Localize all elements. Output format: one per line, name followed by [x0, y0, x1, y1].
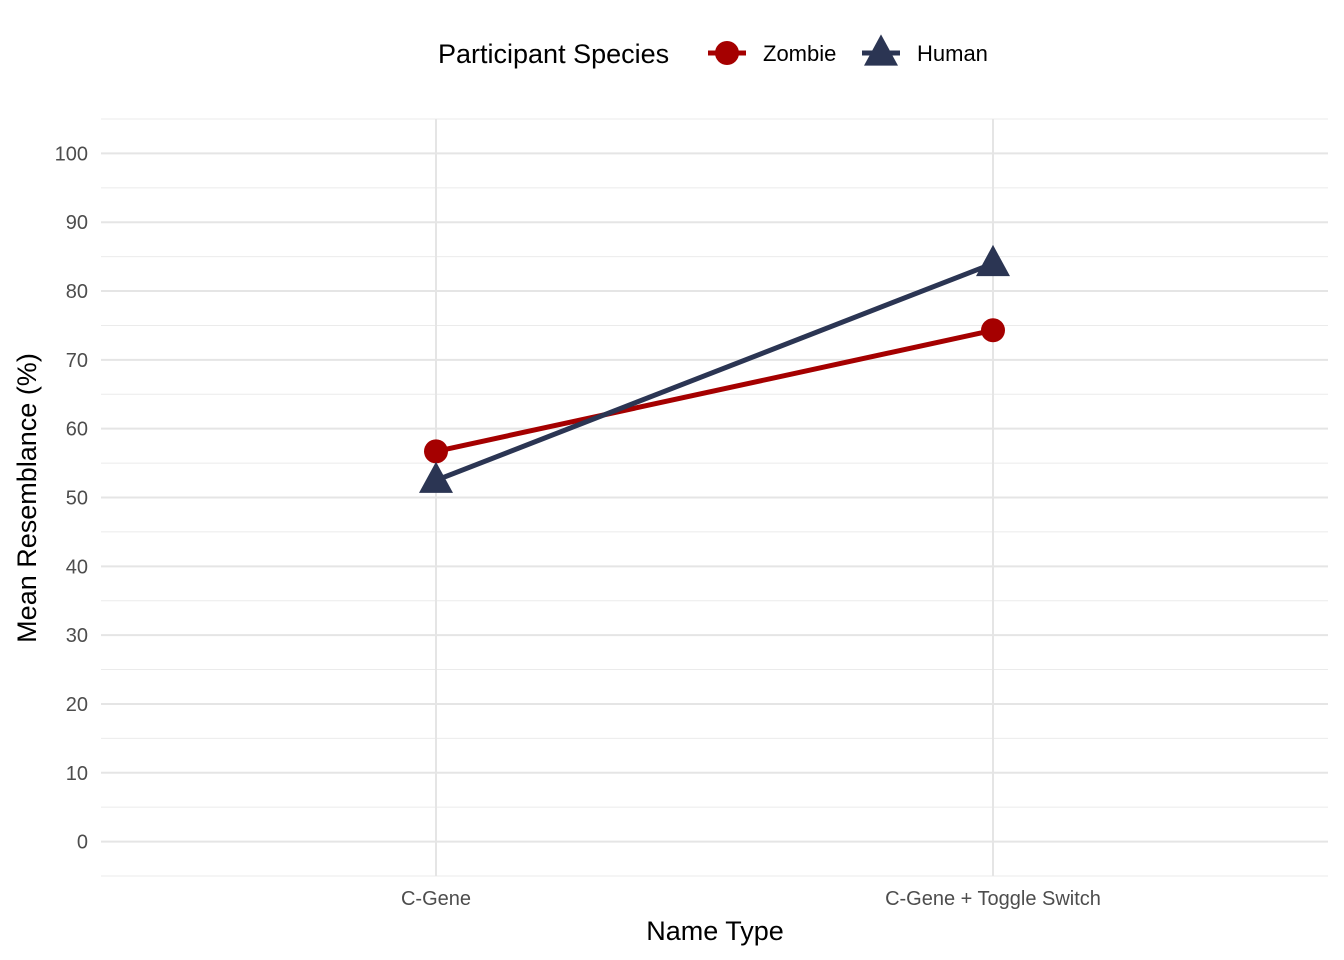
y-tick-label-70: 70 [66, 350, 88, 372]
x-tick-label-0: C-Gene [401, 888, 471, 910]
legend-key-marker [715, 41, 739, 65]
series-line-human [435, 261, 994, 483]
series-layer [419, 244, 1010, 493]
y-axis-ticks: 0 10 20 30 40 50 60 70 80 90 100 [55, 143, 88, 853]
minor-gridlines [101, 118, 1328, 877]
series-line-zombie [435, 327, 994, 454]
point-zombie-0 [424, 439, 448, 464]
y-tick-label-30: 30 [66, 625, 88, 647]
legend-key-marker [864, 34, 898, 66]
x-tick-label-1: C-Gene + Toggle Switch [885, 888, 1101, 910]
y-tick-label-90: 90 [66, 212, 88, 234]
legend-item-zombie: Zombie [708, 41, 836, 66]
point-zombie-1 [981, 318, 1005, 343]
point-human-0 [419, 461, 453, 493]
y-tick-label-60: 60 [66, 419, 88, 441]
x-axis-title: Name Type [646, 916, 784, 946]
legend-title: Participant Species [438, 39, 669, 69]
y-axis-title: Mean Resemblance (%) [12, 353, 42, 643]
x-axis-ticks: C-Gene C-Gene + Toggle Switch [401, 888, 1101, 910]
series-zombie [424, 318, 1005, 464]
y-tick-label-80: 80 [66, 281, 88, 303]
legend-item-human: Human [862, 34, 988, 66]
legend-label-human: Human [917, 41, 988, 66]
legend-label-zombie: Zombie [763, 41, 836, 66]
y-tick-label-10: 10 [66, 763, 88, 785]
major-gridlines [101, 119, 1328, 876]
legend: Participant Species Zombie Human [438, 34, 988, 69]
y-tick-label-40: 40 [66, 556, 88, 578]
series-human [419, 244, 1010, 493]
y-tick-label-20: 20 [66, 694, 88, 716]
y-tick-label-50: 50 [66, 488, 88, 510]
point-human-1 [976, 244, 1010, 277]
y-tick-label-100: 100 [55, 143, 88, 165]
y-tick-label-0: 0 [77, 832, 88, 854]
